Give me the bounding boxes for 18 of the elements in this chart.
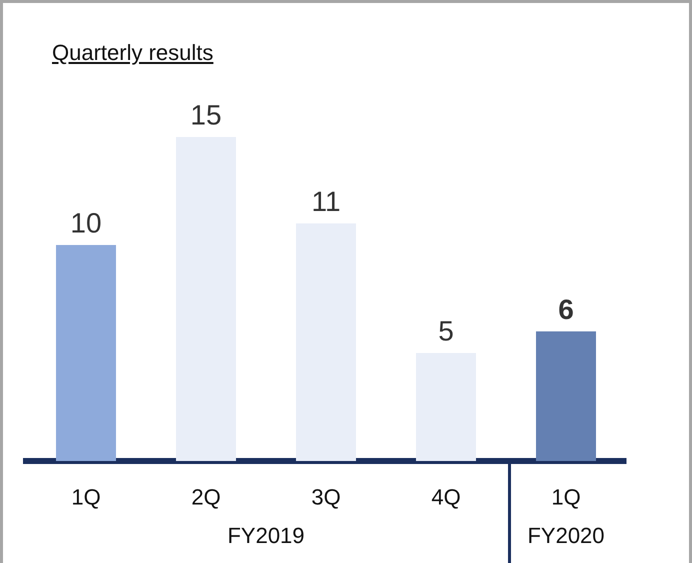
data-label: 6 [558, 294, 574, 326]
data-label: 10 [70, 208, 102, 239]
data-label: 5 [438, 316, 454, 347]
bar [176, 137, 236, 461]
text: FY2019 [227, 523, 305, 548]
bar [296, 223, 356, 461]
chart-title: Quarterly results [52, 40, 214, 66]
text: FY2020 [527, 523, 605, 548]
x-tick-label: 4Q [431, 484, 461, 510]
data-label: 15 [190, 100, 222, 131]
bar [56, 245, 116, 461]
x-tick-label: 2Q [191, 484, 221, 510]
bar [416, 353, 476, 461]
x-tick-label: 3Q [311, 484, 341, 510]
data-label: 11 [311, 186, 341, 218]
x-tick-label: 1Q [551, 484, 581, 510]
bar [536, 331, 596, 461]
x-tick-label: 1Q [71, 484, 101, 510]
